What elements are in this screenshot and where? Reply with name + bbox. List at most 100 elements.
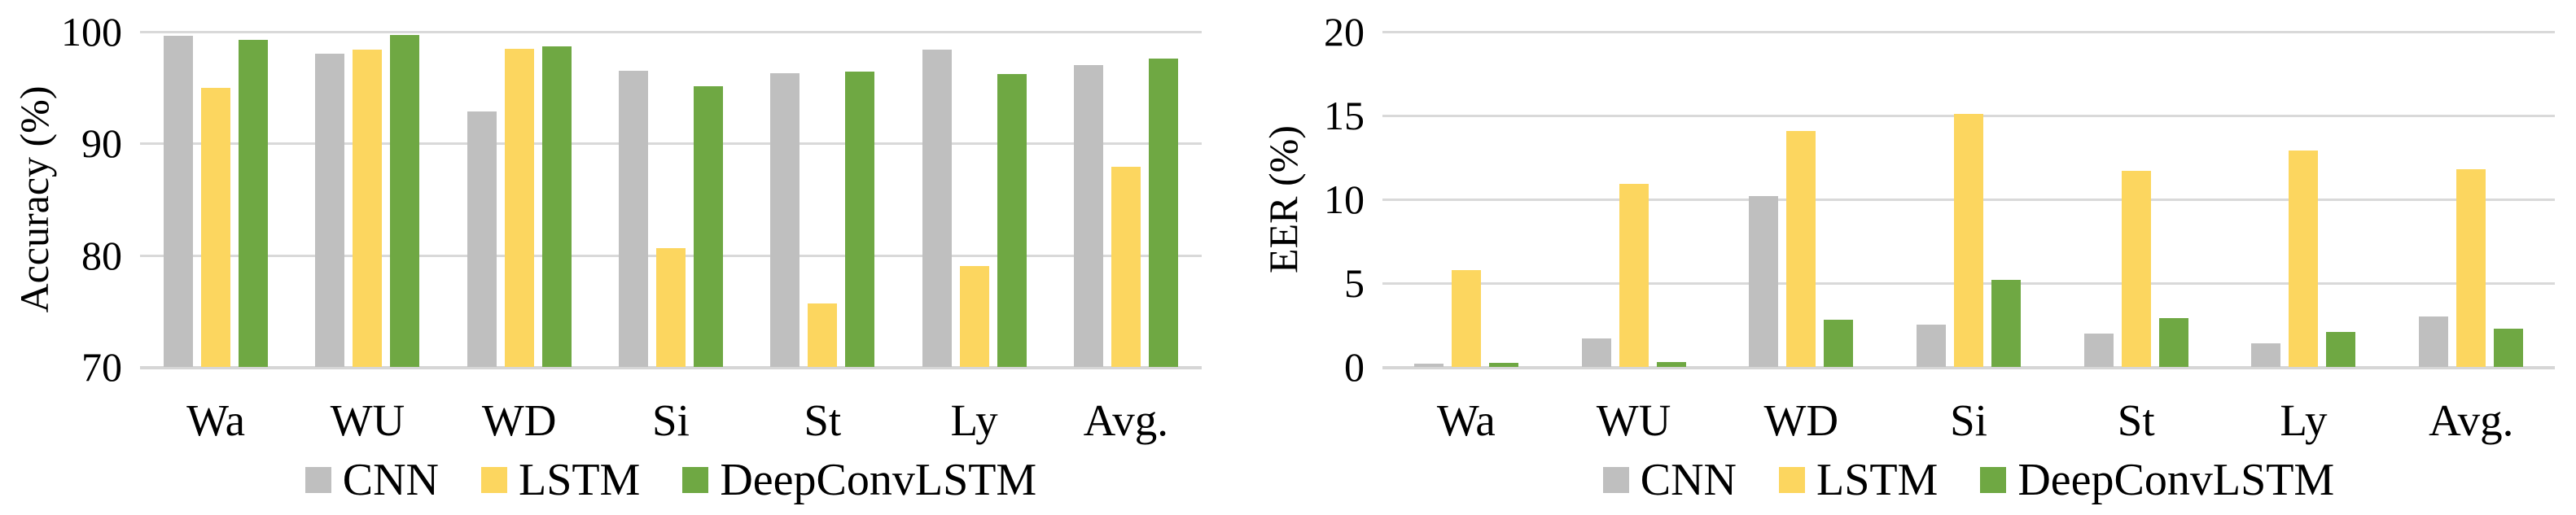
y-tick-label: 90 <box>81 120 122 166</box>
legend-swatch-icon <box>481 467 507 493</box>
bar-cnn-avg <box>1073 65 1103 367</box>
bar-lstm-avg <box>2456 169 2486 367</box>
bar-cnn-wu <box>315 54 345 367</box>
bar-group-st <box>2052 32 2220 367</box>
bar-cnn-wd <box>1749 196 1779 367</box>
legend-item-deepconvlstm: DeepConvLSTM <box>682 456 1036 504</box>
bar-lstm-ly <box>959 266 989 367</box>
x-tick-label-wd: WD <box>481 395 557 445</box>
x-tick-label-avg: Avg. <box>1083 395 1169 445</box>
x-axis-labels: Wa WU WD Si St Ly Avg. <box>140 396 1202 445</box>
legend-label: DeepConvLSTM <box>2017 455 2335 505</box>
x-tick-label-wu: WU <box>330 395 405 445</box>
bar-group-wu <box>1550 32 1718 367</box>
y-tick-label: 5 <box>1344 260 1365 306</box>
accuracy-chart: Accuracy (%) Wa WU WD Si St Ly Avg. CNN LSTM Dee… <box>11 9 1202 504</box>
bar-group-ly <box>2220 32 2388 367</box>
bar-group-wd <box>444 32 595 367</box>
bar-group-st <box>747 32 898 367</box>
legend-swatch-icon <box>1602 467 1629 493</box>
bar-group-si <box>595 32 747 367</box>
legend-swatch-icon <box>1779 467 1805 493</box>
legend-item-deepconvlstm: DeepConvLSTM <box>1980 456 2334 504</box>
bar-cnn-wd <box>467 111 497 367</box>
bar-lstm-wa <box>201 88 231 367</box>
bar-deepconvlstm-wd <box>541 46 572 367</box>
bar-groups <box>1382 32 2555 367</box>
x-tick-label-wa: Wa <box>186 395 246 445</box>
legend-item-cnn: CNN <box>1602 455 1737 505</box>
bar-lstm-ly <box>2289 151 2319 367</box>
bar-lstm-wa <box>1451 270 1481 367</box>
plot-area <box>1382 31 2555 369</box>
legend: CNN LSTM DeepConvLSTM <box>1382 456 2555 504</box>
y-tick-label: 15 <box>1324 93 1365 138</box>
legend-label: CNN <box>342 455 439 505</box>
bar-lstm-si <box>655 248 686 367</box>
bar-deepconvlstm-st <box>845 72 875 367</box>
bar-group-avg <box>1050 32 1202 367</box>
bar-deepconvlstm-si <box>1991 280 2022 367</box>
bar-deepconvlstm-st <box>2158 318 2188 367</box>
bar-lstm-st <box>2121 171 2151 367</box>
bar-cnn-ly <box>2251 343 2281 367</box>
x-tick-label-st: St <box>804 395 842 445</box>
bar-deepconvlstm-wu <box>390 35 420 367</box>
bar-cnn-st <box>770 73 800 367</box>
x-tick-label-si: Si <box>1950 395 1987 445</box>
bar-deepconvlstm-wa <box>239 40 269 367</box>
bar-group-wu <box>291 32 443 367</box>
bar-lstm-wd <box>504 49 534 367</box>
legend: CNN LSTM DeepConvLSTM <box>140 456 1202 504</box>
bar-lstm-avg <box>1111 167 1141 367</box>
x-tick-label-wa: Wa <box>1436 395 1496 445</box>
bar-lstm-wu <box>353 50 383 367</box>
bar-cnn-wu <box>1581 338 1611 367</box>
bar-cnn-avg <box>2419 316 2449 367</box>
bar-cnn-wa <box>164 36 194 367</box>
bar-cnn-ly <box>922 50 952 367</box>
legend-label: LSTM <box>1816 455 1939 505</box>
legend-item-lstm: LSTM <box>481 456 640 504</box>
x-axis-line <box>140 366 1202 369</box>
gridline <box>1382 31 2555 33</box>
bar-deepconvlstm-avg <box>2494 329 2524 367</box>
y-tick-label: 100 <box>61 9 122 55</box>
legend-swatch-icon <box>682 467 709 493</box>
plot-area <box>140 31 1202 369</box>
gridline <box>140 31 1202 33</box>
bar-deepconvlstm-avg <box>1148 59 1178 367</box>
bar-deepconvlstm-wd <box>1824 320 1854 367</box>
gridline <box>140 142 1202 145</box>
y-tick-label: 80 <box>81 233 122 278</box>
bar-deepconvlstm-wu <box>1656 362 1686 367</box>
bar-deepconvlstm-si <box>693 86 723 367</box>
y-tick-label: 0 <box>1344 344 1365 390</box>
bar-deepconvlstm-ly <box>997 74 1027 367</box>
bar-group-wa <box>1382 32 1550 367</box>
eer-chart: EER (%) Wa WU WD Si St Ly Avg. CNN LSTM DeepConv… <box>1260 0 2576 515</box>
x-tick-label-ly: Ly <box>2280 395 2328 445</box>
bar-cnn-st <box>2083 334 2114 367</box>
bar-groups <box>140 32 1202 367</box>
x-axis-line <box>1382 366 2555 369</box>
legend-item-lstm: LSTM <box>1779 456 1938 504</box>
bar-cnn-si <box>1917 325 1947 367</box>
x-tick-label-st: St <box>2117 395 2155 445</box>
bar-lstm-wu <box>1619 184 1649 367</box>
bar-deepconvlstm-wa <box>1488 363 1518 367</box>
bar-lstm-si <box>1954 114 1984 367</box>
bar-lstm-wd <box>1786 131 1816 367</box>
legend-swatch-icon <box>304 467 331 493</box>
legend-item-cnn: CNN <box>304 455 439 505</box>
y-tick-label: 20 <box>1324 9 1365 55</box>
legend-label: LSTM <box>519 455 641 505</box>
bar-group-wd <box>1717 32 1885 367</box>
bar-group-wa <box>140 32 291 367</box>
x-tick-label-si: Si <box>652 395 690 445</box>
legend-label: CNN <box>1640 455 1737 505</box>
x-tick-label-wu: WU <box>1596 395 1671 445</box>
bar-group-avg <box>2387 32 2555 367</box>
y-tick-label: 10 <box>1324 177 1365 222</box>
